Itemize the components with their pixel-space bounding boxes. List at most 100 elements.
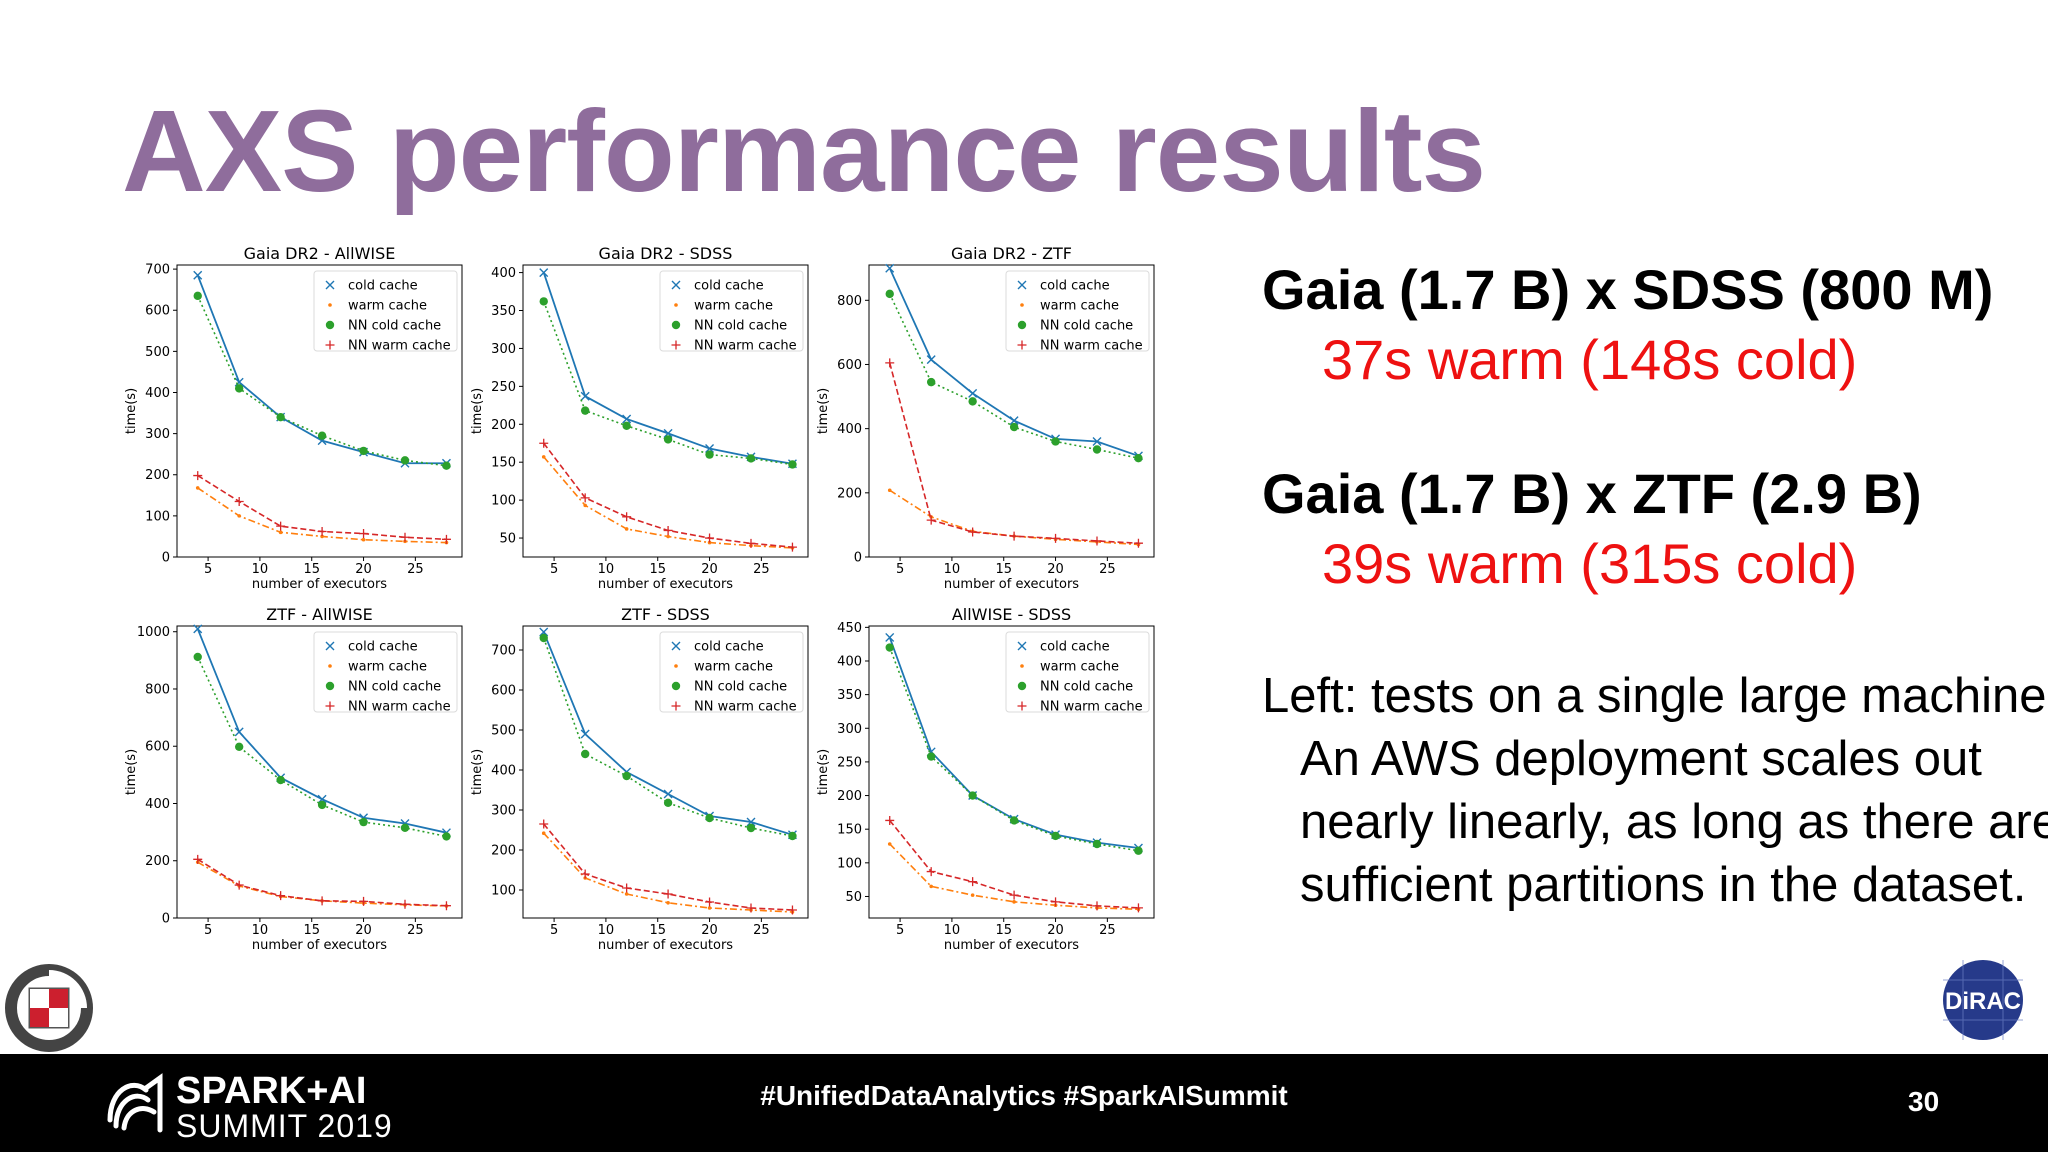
x-tick-label: 5 bbox=[550, 562, 558, 577]
y-tick-label: 200 bbox=[491, 418, 516, 433]
legend-marker-nn-cold bbox=[1017, 681, 1027, 691]
x-axis-label: number of executors bbox=[598, 938, 733, 953]
point-nn-cold bbox=[539, 633, 548, 643]
y-tick-label: 200 bbox=[837, 789, 862, 804]
legend-box bbox=[313, 631, 458, 713]
dirac-logo-text: DiRAC bbox=[1945, 988, 2021, 1015]
legend-label-warm: warm cache bbox=[348, 299, 427, 314]
point-cold bbox=[580, 391, 590, 401]
y-tick-label: 350 bbox=[491, 304, 516, 319]
legend-marker-nn-warm bbox=[325, 701, 335, 711]
legend-label-warm: warm cache bbox=[694, 660, 773, 675]
legend-label-nn-warm: NN warm cache bbox=[1040, 700, 1143, 715]
y-tick-label: 400 bbox=[145, 797, 170, 812]
chart-title: Gaia DR2 - ZTF bbox=[951, 244, 1072, 263]
y-axis-label: time(s) bbox=[816, 749, 831, 795]
point-warm bbox=[278, 530, 283, 535]
x-tick-label: 25 bbox=[753, 923, 770, 938]
point-warm bbox=[541, 455, 546, 459]
y-tick-label: 150 bbox=[837, 823, 862, 838]
y-tick-label: 400 bbox=[837, 422, 862, 437]
point-nn-warm bbox=[622, 883, 632, 893]
y-tick-label: 500 bbox=[145, 345, 170, 360]
point-nn-cold bbox=[276, 775, 285, 785]
point-nn-cold bbox=[1051, 437, 1060, 446]
series-nn-warm bbox=[539, 819, 797, 915]
x-tick-label: 15 bbox=[995, 562, 1012, 577]
point-warm bbox=[666, 901, 670, 905]
y-tick-label: 1000 bbox=[137, 625, 170, 640]
point-nn-cold bbox=[400, 823, 410, 833]
point-nn-cold bbox=[663, 435, 673, 444]
x-tick-label: 10 bbox=[598, 562, 615, 577]
x-tick-label: 5 bbox=[896, 562, 904, 577]
x-tick-label: 20 bbox=[355, 562, 372, 577]
y-tick-label: 400 bbox=[837, 654, 862, 669]
point-nn-warm bbox=[746, 903, 756, 913]
point-nn-cold bbox=[539, 297, 548, 306]
x-tick-label: 20 bbox=[1047, 562, 1064, 577]
x-tick-label: 25 bbox=[407, 562, 424, 577]
legend-marker-cold bbox=[325, 280, 335, 290]
point-nn-cold bbox=[788, 831, 797, 841]
point-nn-cold bbox=[1009, 816, 1019, 825]
point-cold bbox=[539, 627, 549, 637]
point-nn-cold bbox=[746, 454, 756, 463]
legend-marker-cold bbox=[325, 641, 335, 651]
point-nn-warm bbox=[885, 358, 895, 368]
point-nn-cold bbox=[705, 813, 714, 823]
legend-label-nn-cold: NN cold cache bbox=[694, 319, 787, 334]
legend-label-cold: cold cache bbox=[348, 640, 418, 655]
point-nn-warm bbox=[1051, 533, 1061, 543]
legend: cold cache warm cache NN cold cache NN warm… bbox=[659, 270, 804, 354]
x-tick-label: 5 bbox=[550, 923, 558, 938]
chart-title: ZTF - SDSS bbox=[621, 605, 710, 624]
point-cold bbox=[234, 377, 244, 387]
point-nn-warm bbox=[276, 521, 286, 531]
y-tick-label: 200 bbox=[145, 468, 170, 483]
result-timing-ztf: 39s warm (315s cold) bbox=[1322, 532, 1858, 595]
x-tick-label: 10 bbox=[252, 562, 269, 577]
legend-marker-nn-warm bbox=[671, 701, 681, 711]
legend: cold cache warm cache NN cold cache NN warm… bbox=[1005, 270, 1150, 354]
legend-label-nn-warm: NN warm cache bbox=[348, 339, 451, 354]
point-warm bbox=[320, 534, 324, 539]
point-nn-warm bbox=[622, 512, 632, 522]
series-nn-cold bbox=[193, 652, 451, 841]
x-tick-label: 5 bbox=[896, 923, 904, 938]
point-cold bbox=[580, 729, 590, 739]
x-axis-label: number of executors bbox=[944, 577, 1079, 592]
legend-label-nn-cold: NN cold cache bbox=[1040, 319, 1133, 334]
y-tick-label: 100 bbox=[837, 856, 862, 871]
legend-marker-warm bbox=[674, 303, 678, 307]
x-tick-label: 15 bbox=[303, 562, 320, 577]
legend: cold cache warm cache NN cold cache NN warm… bbox=[313, 631, 458, 715]
point-cold bbox=[539, 268, 549, 278]
point-nn-warm bbox=[705, 897, 715, 907]
y-tick-label: 700 bbox=[491, 644, 516, 659]
point-nn-warm bbox=[1092, 536, 1102, 546]
series-nn-warm bbox=[885, 815, 1143, 913]
point-nn-warm bbox=[234, 496, 244, 506]
point-nn-warm bbox=[400, 532, 410, 542]
y-tick-label: 250 bbox=[491, 380, 516, 395]
institution-logo bbox=[5, 964, 93, 1052]
point-nn-cold bbox=[193, 291, 202, 301]
point-warm bbox=[624, 892, 629, 896]
point-nn-warm bbox=[1009, 531, 1019, 541]
point-cold bbox=[193, 270, 203, 280]
result-heading-sdss: Gaia (1.7 B) x SDSS (800 M) bbox=[1262, 258, 1994, 321]
point-cold bbox=[885, 632, 895, 642]
legend-label-nn-warm: NN warm cache bbox=[694, 700, 797, 715]
scaling-note: Left: tests on a single large machine. A… bbox=[1262, 669, 2048, 912]
series-warm bbox=[541, 455, 795, 550]
point-warm bbox=[887, 488, 892, 493]
point-nn-warm bbox=[317, 527, 327, 537]
point-cold bbox=[968, 388, 978, 398]
y-tick-label: 700 bbox=[145, 263, 170, 278]
point-warm bbox=[237, 514, 241, 518]
point-nn-cold bbox=[234, 742, 244, 752]
x-tick-label: 20 bbox=[1047, 923, 1064, 938]
point-warm bbox=[707, 540, 712, 545]
point-nn-warm bbox=[1133, 538, 1143, 548]
